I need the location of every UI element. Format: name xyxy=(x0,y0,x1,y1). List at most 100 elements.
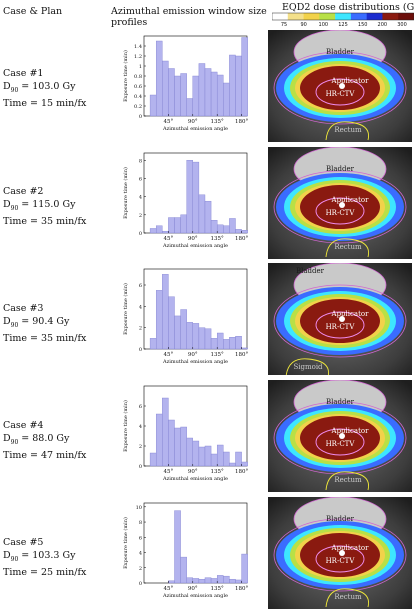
histogram-bar xyxy=(180,426,187,467)
case-title: Case #4 xyxy=(3,420,44,431)
x-tick-label: 90° xyxy=(188,119,198,125)
histogram-bar xyxy=(155,225,163,234)
y-tick-label: 2 xyxy=(139,213,142,219)
histogram-bar xyxy=(180,309,187,350)
organ-contour xyxy=(325,121,370,141)
y-axis-label: Exposure time (min) xyxy=(122,167,129,219)
case-time: Time = 47 min/fx xyxy=(3,449,87,461)
applicator-marker xyxy=(339,550,345,556)
case-d90: D90 = 90.4 Gy xyxy=(3,316,70,329)
histogram-bar xyxy=(204,577,212,584)
applicator-marker xyxy=(339,202,345,208)
colorbar-tick-label: 150 xyxy=(357,22,368,28)
colorbar-segment xyxy=(287,13,304,20)
histogram-bar xyxy=(204,200,212,234)
ct-dose-image-1: Bladder Applicator HR-CTV Rectum xyxy=(268,30,412,142)
hrctv-label: HR-CTV xyxy=(326,557,356,565)
histogram-bar xyxy=(155,413,163,467)
histogram-bar xyxy=(149,338,157,350)
y-tick-label: 0 xyxy=(139,581,142,587)
histogram-bar xyxy=(168,217,175,234)
y-tick-label: 0.8 xyxy=(134,74,142,80)
y-tick-label: 2 xyxy=(139,566,142,572)
y-tick-label: 8 xyxy=(139,520,142,526)
histogram-bar xyxy=(198,63,206,117)
histogram-bar xyxy=(223,451,230,467)
histogram-bar xyxy=(235,335,242,350)
histogram-bar xyxy=(216,74,224,117)
x-tick-label: 45° xyxy=(164,119,174,125)
colorbar-tick-label: 90 xyxy=(300,22,307,28)
case-label-1: Case #1 D90 = 103.0 Gy Time = 15 min/fx xyxy=(3,67,86,110)
histogram-bar xyxy=(186,577,193,584)
histogram-bar xyxy=(155,290,163,350)
y-tick-label: 1.2 xyxy=(134,54,142,60)
histogram-bar xyxy=(180,556,187,584)
case-time: Time = 25 min/fx xyxy=(3,566,87,578)
y-tick-label: 1 xyxy=(139,64,142,70)
x-tick-label: 180° xyxy=(235,119,248,125)
y-tick-label: 6 xyxy=(139,535,142,541)
histogram-bar xyxy=(174,427,181,467)
y-tick-label: 0.2 xyxy=(134,104,142,110)
histogram-bar xyxy=(210,71,218,117)
y-tick-label: 2 xyxy=(139,326,142,332)
x-tick-label: 45° xyxy=(164,236,174,242)
y-tick-label: 6 xyxy=(139,283,142,289)
histogram-case-2: 0 2 4 6 8 45° 90° 135° 180° Azimuthal emission an… xyxy=(108,147,254,259)
histogram-bar xyxy=(192,323,200,350)
histogram-case-4: 0 2 4 6 45° 90° 135° 180° Azimuthal emission ang… xyxy=(108,380,254,492)
y-tick-label: 4 xyxy=(139,424,142,430)
profiles-header-line2: profiles xyxy=(111,17,148,28)
histogram-bar xyxy=(210,338,218,350)
colorbar-segment xyxy=(398,13,414,20)
histogram-bar xyxy=(186,322,193,350)
histogram-bar xyxy=(223,575,230,584)
colorbar-segment xyxy=(350,13,367,20)
histogram-bar xyxy=(149,452,157,467)
organ-label: Rectum xyxy=(334,243,362,251)
histogram-bar xyxy=(229,337,236,350)
y-tick-label: 0 xyxy=(139,114,142,120)
histogram-bar xyxy=(235,229,242,234)
applicator-label: Applicator xyxy=(331,544,370,552)
x-axis-label: Azimuthal emission angle xyxy=(162,593,228,599)
histogram-bar xyxy=(216,575,224,584)
x-tick-label: 135° xyxy=(211,119,224,125)
histogram-bar xyxy=(149,228,157,234)
histogram-bar xyxy=(186,437,193,467)
y-tick-label: 2 xyxy=(139,444,142,450)
y-tick-label: 4 xyxy=(139,304,142,310)
colorbar-segment xyxy=(319,13,336,20)
histogram-case-5: 0 2 4 6 8 10 45° 90° 135° 180° Azimuthal emission … xyxy=(108,497,254,609)
case-d90: D90 = 103.0 Gy xyxy=(3,81,76,94)
applicator-marker xyxy=(339,316,345,322)
x-tick-label: 45° xyxy=(164,469,174,475)
histogram-bar xyxy=(210,453,218,467)
histogram-bar xyxy=(198,327,206,350)
y-axis-label: Exposure time (min) xyxy=(122,400,129,452)
histogram-case-3: 0 2 4 6 45° 90° 135° 180° Azimuthal emission ang… xyxy=(108,263,254,375)
x-tick-label: 135° xyxy=(211,352,224,358)
y-tick-label: 0 xyxy=(139,347,142,353)
colorbar-tick-label: 200 xyxy=(377,22,388,28)
case-title: Case #3 xyxy=(3,303,44,314)
organ-label: Rectum xyxy=(334,126,362,134)
ct-dose-image-5: Bladder Applicator HR-CTV Rectum xyxy=(268,497,412,609)
case-time: Time = 35 min/fx xyxy=(3,332,87,344)
y-tick-label: 6 xyxy=(139,404,142,410)
histogram-bar xyxy=(204,445,212,467)
histogram-bar xyxy=(216,332,224,350)
bladder-label: Bladder xyxy=(326,48,355,56)
x-tick-label: 135° xyxy=(211,469,224,475)
y-tick-label: 0.4 xyxy=(134,94,142,100)
histogram-bar xyxy=(155,40,163,117)
hrctv-contour xyxy=(315,197,365,225)
case-label-3: Case #3 D90 = 90.4 Gy Time = 35 min/fx xyxy=(3,302,86,345)
histogram-bar xyxy=(241,461,248,467)
profiles-header-line1: Azimuthal emission window size xyxy=(111,6,267,17)
case-plan-header: Case & Plan xyxy=(3,6,63,17)
bladder-label: Bladder xyxy=(296,267,325,275)
hrctv-label: HR-CTV xyxy=(326,323,356,331)
histogram-bar xyxy=(149,94,157,117)
